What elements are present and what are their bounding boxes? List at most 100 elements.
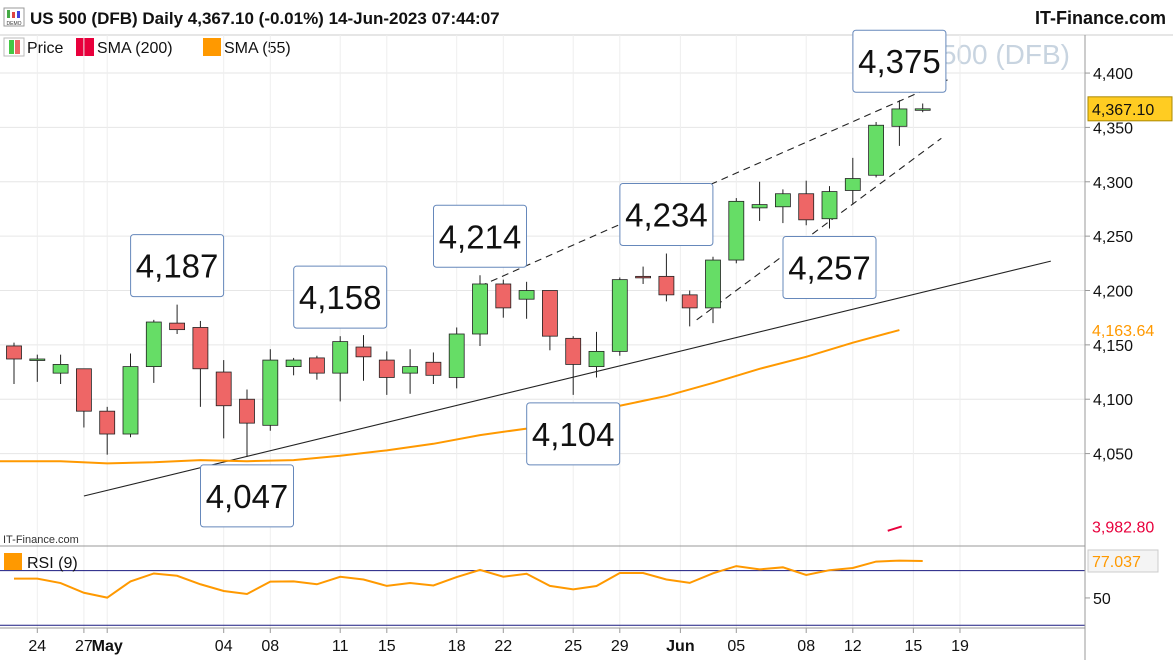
- annotation-label: 4,104: [532, 416, 615, 453]
- sma200-line: [887, 525, 903, 532]
- candle-body-down: [565, 337, 582, 365]
- x-tick-label: 27: [75, 638, 93, 655]
- x-tick-label: 08: [261, 638, 279, 655]
- annotation-label: 4,234: [625, 197, 708, 234]
- candle-body-up: [588, 350, 605, 368]
- x-tick-label: 24: [28, 638, 46, 655]
- annotation-box: [782, 236, 877, 300]
- current-price-text: 4,367.10: [1092, 102, 1154, 119]
- legend-item-sma200: SMA (200): [76, 38, 173, 57]
- x-tick-label: 04: [215, 638, 233, 655]
- annotation-4257: 4,257: [782, 236, 877, 300]
- x-tick-label: 15: [378, 638, 396, 655]
- candle-body-down: [76, 368, 92, 412]
- annotation-box: [526, 402, 621, 466]
- annotation-label: 4,047: [206, 478, 289, 515]
- y-tick-label: 4,350: [1093, 120, 1133, 137]
- candle: [448, 327, 465, 389]
- candle-body-up: [891, 108, 908, 127]
- y-tick-label: 4,050: [1093, 447, 1133, 464]
- candle-body-up: [285, 359, 302, 368]
- candle: [611, 277, 628, 356]
- annotation-4187: 4,187: [130, 234, 225, 298]
- candle: [262, 349, 279, 431]
- annotation-label: 4,375: [858, 43, 941, 80]
- annotation-4375: 4,375: [852, 29, 947, 93]
- candle-body-up: [52, 364, 69, 374]
- candle-body-down: [798, 193, 815, 221]
- candle: [355, 335, 372, 381]
- x-tick-label: 25: [564, 638, 582, 655]
- candle-body-up: [751, 204, 768, 209]
- candle-body-down: [542, 290, 558, 337]
- y-tick-label: 4,250: [1093, 229, 1133, 246]
- annotation-4158: 4,158: [293, 265, 388, 329]
- rsi-y-tick-label: 50: [1093, 591, 1111, 608]
- candle-body-down: [425, 361, 442, 376]
- candle: [425, 352, 442, 385]
- x-tick-label: 12: [844, 638, 862, 655]
- moving-averages: [0, 329, 903, 532]
- svg-text:DEMO: DEMO: [7, 21, 22, 27]
- annotation-4047: 4,047: [200, 464, 294, 528]
- rsi-current-label: 77.037: [1087, 549, 1159, 573]
- annotation-label: 4,214: [439, 218, 522, 255]
- candle: [798, 180, 815, 226]
- annotation-box: [852, 29, 947, 93]
- candle-body-down: [681, 294, 698, 309]
- candle-body-up: [332, 341, 349, 374]
- candle: [76, 368, 92, 428]
- candle-body-down: [308, 357, 325, 374]
- candle-body-up: [611, 279, 628, 352]
- candle: [169, 304, 186, 334]
- annotation-label: 4,158: [299, 279, 382, 316]
- legend: Price SMA (200) SMA (55): [3, 37, 291, 57]
- candle: [378, 351, 395, 395]
- candle-body-down: [99, 410, 116, 435]
- candle: [565, 336, 582, 395]
- x-tick-label: 08: [797, 638, 815, 655]
- candle-body-up: [821, 191, 838, 220]
- rsi-current-text: 77.037: [1092, 554, 1141, 571]
- annotation-box: [130, 234, 225, 298]
- annotation-4234: 4,234: [619, 183, 714, 247]
- legend-label-price: Price: [27, 40, 64, 57]
- candle: [518, 281, 535, 319]
- annotation-box: [619, 183, 714, 247]
- x-tick-label: 15: [904, 638, 922, 655]
- candle-body-up: [914, 108, 931, 111]
- rsi-line: [14, 559, 923, 599]
- candle-body-up: [402, 366, 419, 374]
- trendline-channel: [479, 77, 951, 287]
- price-label-text: 3,982.80: [1092, 520, 1154, 537]
- candle: [332, 336, 349, 402]
- rsi-panel: 50 77.037: [0, 549, 1159, 626]
- candle-body-down: [215, 371, 232, 407]
- x-tick-label: Jun: [666, 638, 694, 655]
- x-tick-label: 18: [448, 638, 466, 655]
- candle: [914, 103, 931, 113]
- annotation-4104: 4,104: [526, 402, 621, 466]
- annotation-label: 4,187: [136, 248, 219, 285]
- chart-title: US 500 (DFB) Daily 4,367.10 (-0.01%) 14-…: [30, 9, 500, 28]
- candle-body-up: [844, 178, 861, 191]
- price-label-sma200: 3,982.80: [1092, 520, 1154, 537]
- price-label-text: 4,163.64: [1092, 323, 1154, 340]
- annotation-box: [293, 265, 388, 329]
- candle: [308, 355, 325, 380]
- candle: [99, 406, 116, 455]
- legend-label-sma200: SMA (200): [97, 40, 173, 57]
- candles: [6, 100, 931, 457]
- candle-body-down: [355, 346, 372, 358]
- candle-body-up: [262, 359, 279, 426]
- rsi-current-box: [1087, 549, 1159, 573]
- trendline-support: [83, 260, 1051, 497]
- candle: [6, 342, 22, 385]
- sma55-line: [0, 329, 900, 465]
- candle: [472, 275, 488, 346]
- x-tick-label: 11: [332, 638, 349, 655]
- candle-body-down: [378, 359, 395, 378]
- source-label: IT-Finance.com: [3, 534, 79, 546]
